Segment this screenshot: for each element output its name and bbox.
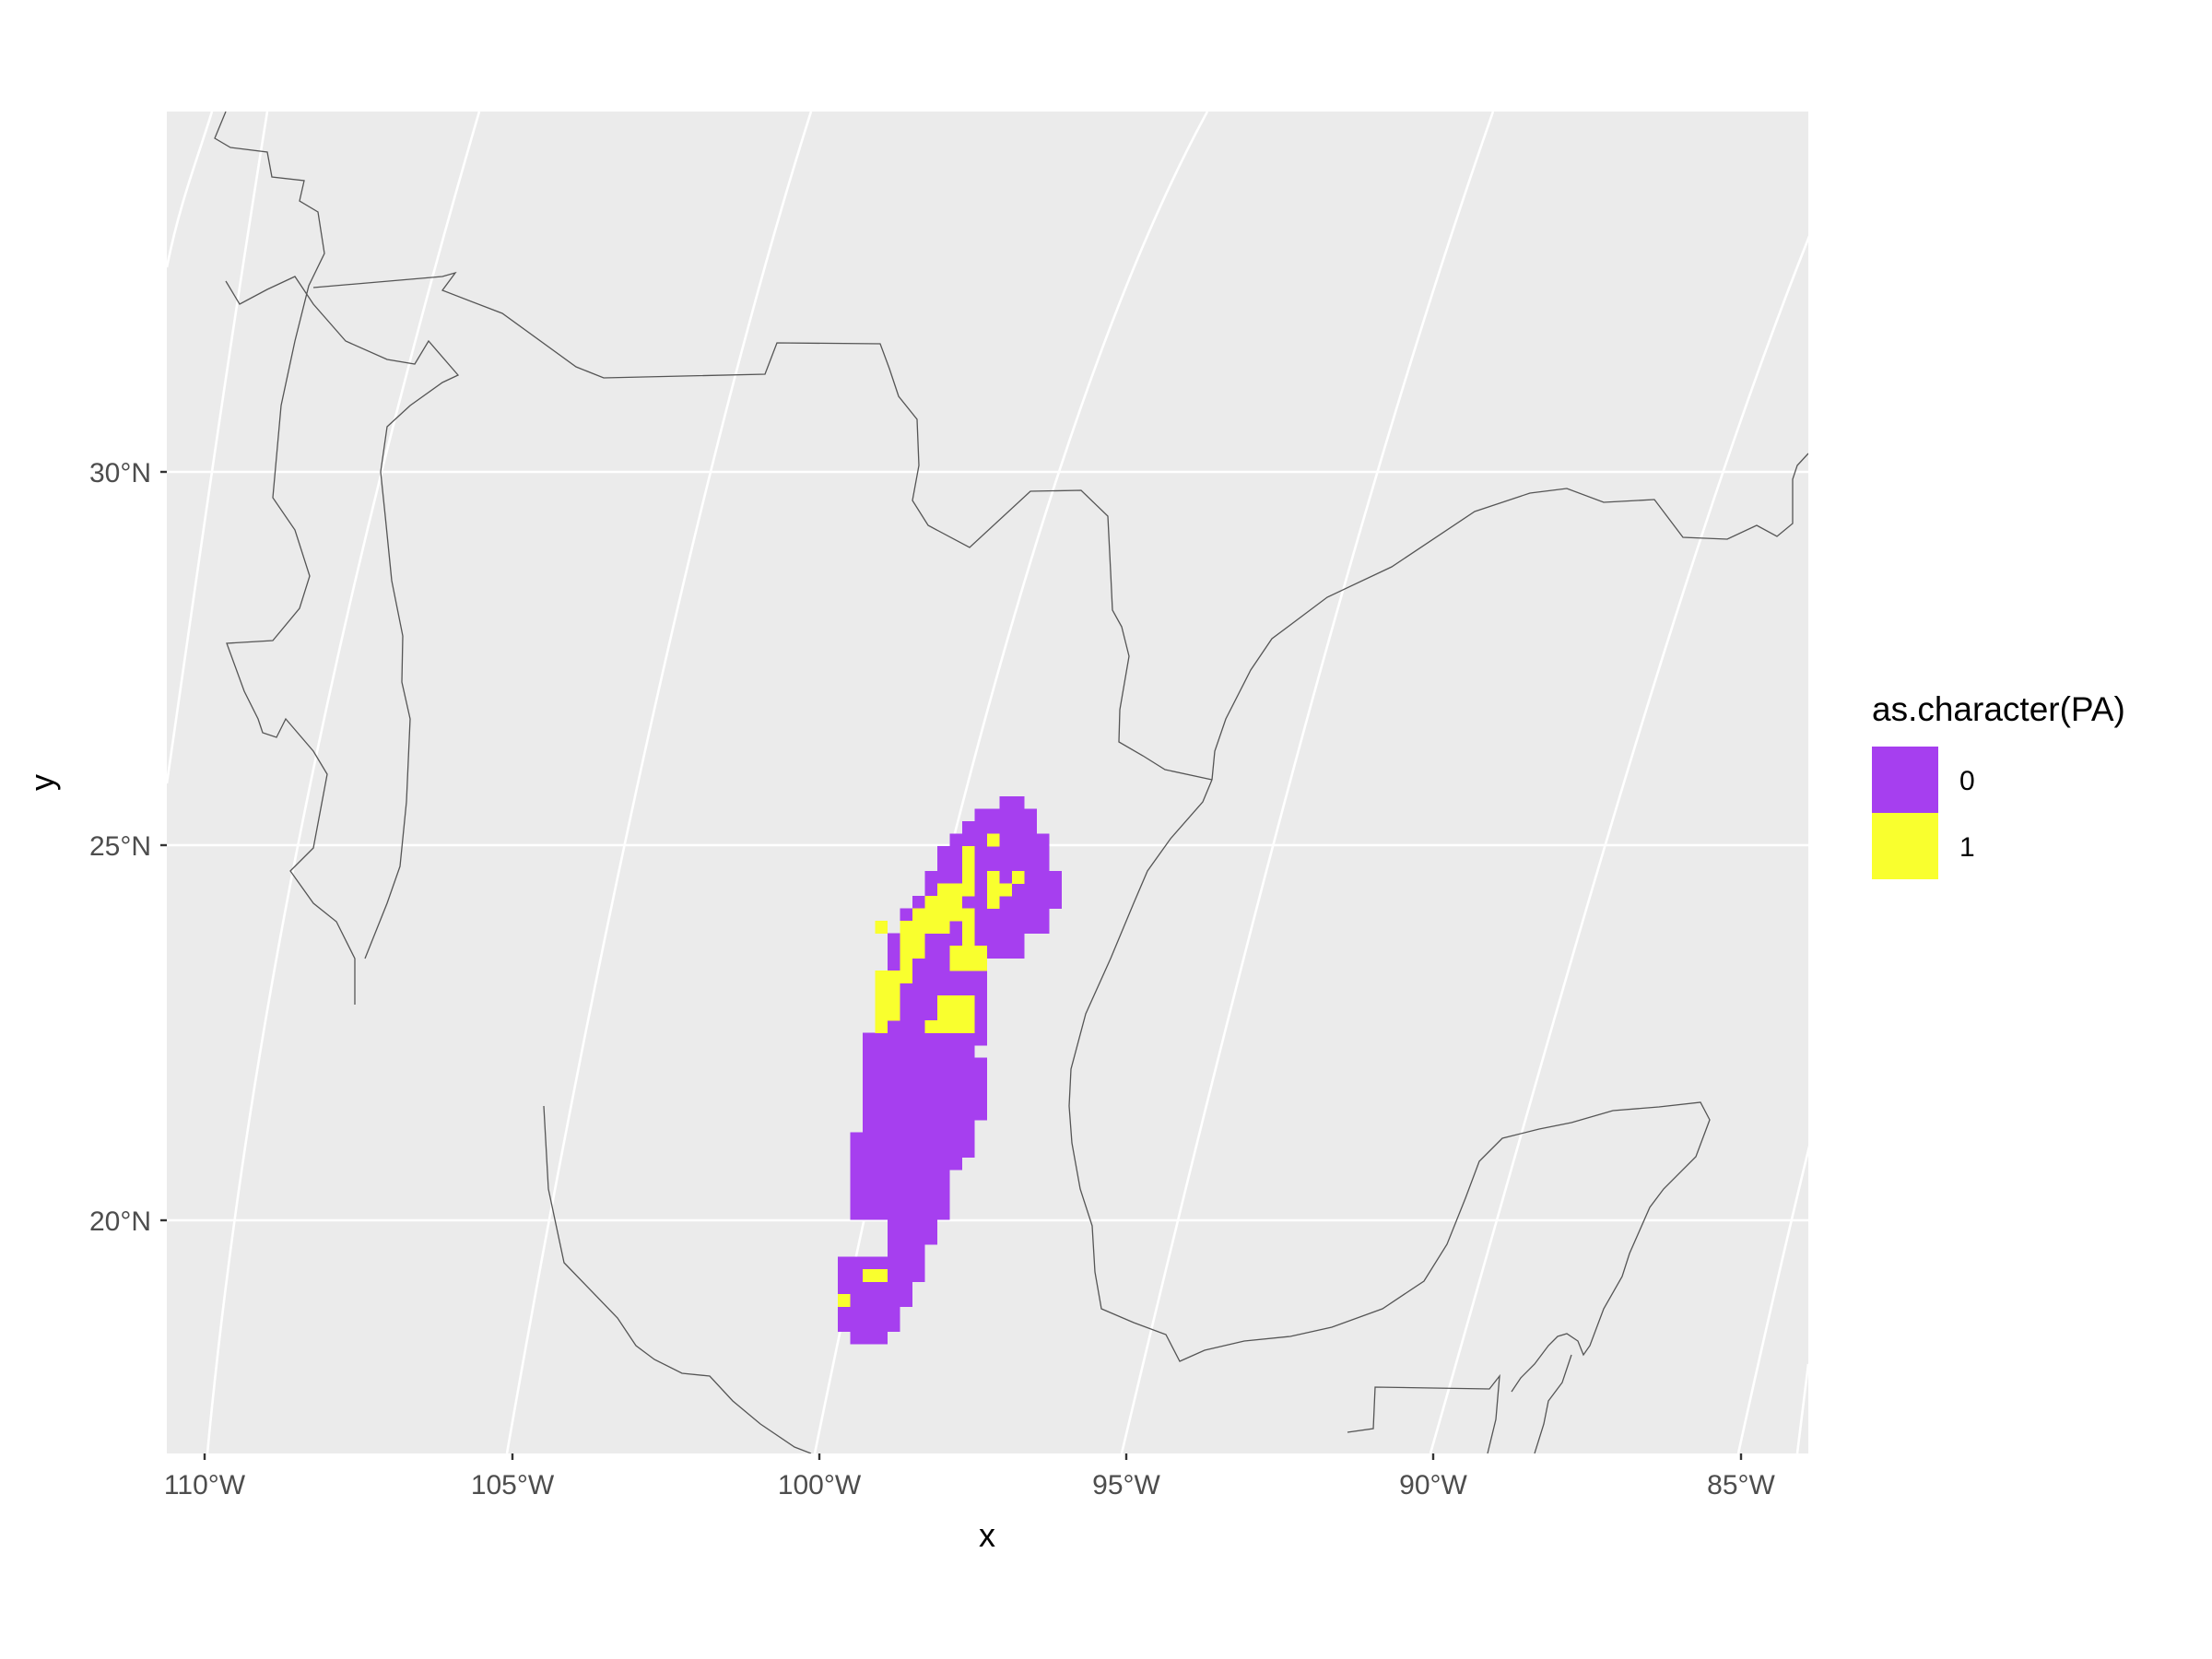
presence-cell [924,896,962,909]
absence-cell [888,1231,937,1245]
presence-cell [987,871,1000,884]
presence-cell [937,995,975,1008]
legend-label-absence: 0 [1959,766,1975,796]
presence-cell [875,971,912,983]
presence-cell [987,896,1000,909]
guatemala-border [1347,1373,1500,1453]
presence-cell [962,846,975,859]
presence-cell [924,1020,975,1033]
presence-cell [875,982,900,996]
presence-cell [875,995,900,1008]
presence-cell [900,921,950,934]
absence-cell [888,1219,937,1232]
panel-background [167,112,1808,1453]
absence-cell [863,1082,987,1096]
country-outlines [214,112,1808,1453]
presence-cell [912,908,975,922]
us-mexico-border [312,271,1213,781]
presence-cell [937,883,975,897]
presence-cell [962,871,975,884]
presence-cell [949,958,987,971]
absence-cell [850,1145,975,1158]
x-axis [203,1453,1743,1460]
absence-cell [850,1206,950,1220]
absence-cell [863,1045,975,1058]
y-tick-label: 30°N [89,458,151,488]
presence-cell [900,958,912,971]
absence-cell [850,1182,950,1195]
absence-cell [937,858,1050,872]
legend-swatch-presence [1872,813,1938,879]
x-tick-label: 110°W [164,1470,246,1500]
x-axis-title: x [979,1516,995,1554]
absence-cell [962,821,1037,834]
y-axis-title: y [23,774,61,791]
presence-cell [987,833,1000,847]
mexico-gulf-coast [1068,779,1711,1393]
presence-cell [875,921,888,934]
y-tick-label: 20°N [89,1206,151,1237]
presence-cell [987,883,1012,897]
absence-cell [999,796,1025,809]
presence-cell [900,933,925,947]
x-tick-label: 105°W [471,1470,555,1500]
us-gulf-coast [1211,453,1808,781]
absence-cell [863,1070,987,1083]
absence-cell [937,846,1050,859]
x-tick-label: 95°W [1092,1470,1160,1500]
presence-cell [838,1294,851,1307]
baja-gulf-outline [225,276,460,959]
presence-cell [875,1020,888,1033]
y-axis [160,470,167,1222]
mexico-pacific-coast [543,1105,812,1453]
absence-cell [838,1319,900,1332]
presence-cell [962,921,975,934]
presence-cell [949,946,987,959]
presence-cell [900,946,925,959]
presence-cell [1012,871,1025,884]
absence-cell [838,1294,912,1307]
absence-cell [850,1170,950,1182]
absence-cell [838,1256,925,1270]
absence-cell [850,1132,975,1146]
x-tick-label: 85°W [1707,1470,1775,1500]
absence-cell [888,1244,925,1257]
absence-cell [875,982,987,996]
meridian-gridlines [167,112,1808,1453]
x-tick-label: 90°W [1399,1470,1467,1500]
presence-cell [875,1007,900,1021]
absence-cell [974,808,1037,822]
absence-cell [850,1331,888,1345]
belize-border [1534,1354,1572,1453]
legend-swatch-absence [1872,747,1938,813]
presence-cell [962,933,975,947]
legend-label-presence: 1 [1959,832,1975,863]
absence-cell [850,1194,950,1207]
baja-california-outline [214,112,356,1005]
presence-cell [937,1007,975,1021]
absence-cell [863,1032,987,1046]
legend: as.character(PA) 0 1 [1872,690,2125,879]
x-tick-label: 100°W [778,1470,862,1500]
presence-cell [962,858,975,872]
y-tick-label: 25°N [89,831,151,862]
absence-cell [838,1281,912,1295]
legend-title: as.character(PA) [1872,690,2125,728]
presence-cell [863,1269,888,1282]
absence-cell [838,1306,900,1320]
absence-cell [863,1107,987,1121]
absence-cell [850,1157,962,1171]
presence-absence-raster [838,796,1062,1345]
absence-cell [863,1057,987,1071]
absence-cell [863,1120,975,1133]
absence-cell [863,1095,987,1108]
